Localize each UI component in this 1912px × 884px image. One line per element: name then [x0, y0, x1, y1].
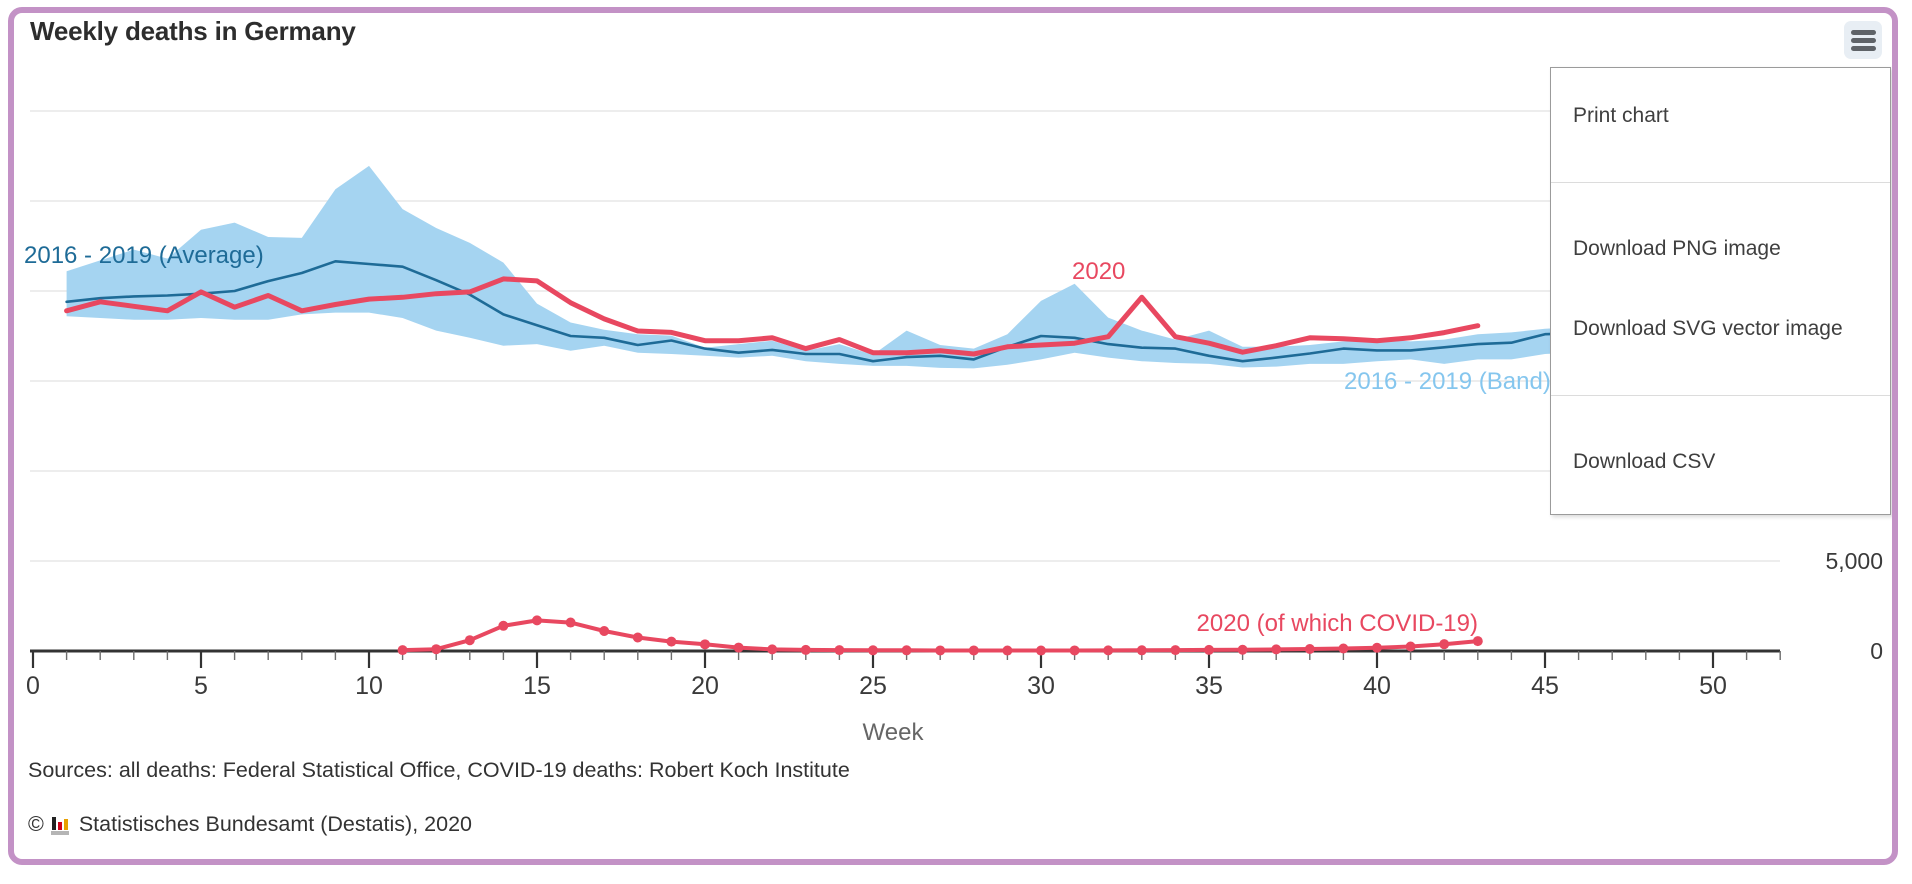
- x-axis: 0 5 10 15 20 25 30 35 40 45 50: [26, 649, 1781, 700]
- sources-note: Sources: all deaths: Federal Statistical…: [28, 758, 850, 782]
- destatis-logo-icon: [50, 813, 72, 837]
- y-tick-label: 0: [1870, 638, 1883, 664]
- x-tick-label: 45: [1531, 672, 1559, 700]
- x-tick-label: 30: [1027, 672, 1055, 700]
- chart-title: Weekly deaths in Germany: [30, 16, 356, 46]
- x-axis-title: Week: [863, 719, 925, 746]
- menu-section: Print chart: [1551, 68, 1890, 182]
- series-line: [65, 260, 1580, 363]
- x-tick-label: 35: [1195, 672, 1223, 700]
- x-tick-label: 0: [26, 672, 40, 700]
- credits-text[interactable]: Statistisches Bundesamt (Destatis), 2020: [78, 812, 472, 836]
- menu-section: Download PNG image Download SVG vector im…: [1551, 182, 1890, 395]
- band-series: [66, 165, 1579, 369]
- series-label-band: 2016 - 2019 (Band): [1344, 368, 1551, 395]
- x-tick-label: 25: [859, 672, 887, 700]
- menu-item-download-csv[interactable]: Download CSV: [1573, 450, 1716, 473]
- x-tick-label: 10: [355, 672, 383, 700]
- series-label-2020: 2020: [1072, 258, 1126, 285]
- hamburger-icon: [1850, 29, 1876, 35]
- menu-item-download-svg[interactable]: Download SVG vector image: [1573, 317, 1843, 340]
- series-label-covid: 2020 (of which COVID-19): [1196, 610, 1478, 637]
- x-tick-label: 40: [1363, 672, 1391, 700]
- export-context-menu: Print chart Download PNG image Download SV…: [1550, 67, 1891, 515]
- credits-line: © Statistisches Bundesamt (Destatis), 20…: [28, 812, 472, 837]
- x-tick-label: 15: [523, 672, 551, 700]
- x-tick-label: 50: [1699, 672, 1727, 700]
- hamburger-icon: [1850, 37, 1876, 43]
- x-tick-label: 5: [194, 672, 208, 700]
- menu-button[interactable]: [1844, 21, 1882, 59]
- series-line: [64, 276, 1481, 357]
- copyright-symbol: ©: [28, 812, 44, 836]
- menu-item-print-chart[interactable]: Print chart: [1573, 104, 1669, 127]
- series-label-average: 2016 - 2019 (Average): [24, 242, 264, 269]
- y-tick-label: 5,000: [1825, 548, 1883, 574]
- hamburger-icon: [1850, 45, 1876, 51]
- covid-series-markers: [397, 615, 1483, 656]
- x-tick-label: 20: [691, 672, 719, 700]
- menu-section: Download CSV: [1551, 395, 1890, 514]
- menu-item-download-png[interactable]: Download PNG image: [1573, 237, 1781, 260]
